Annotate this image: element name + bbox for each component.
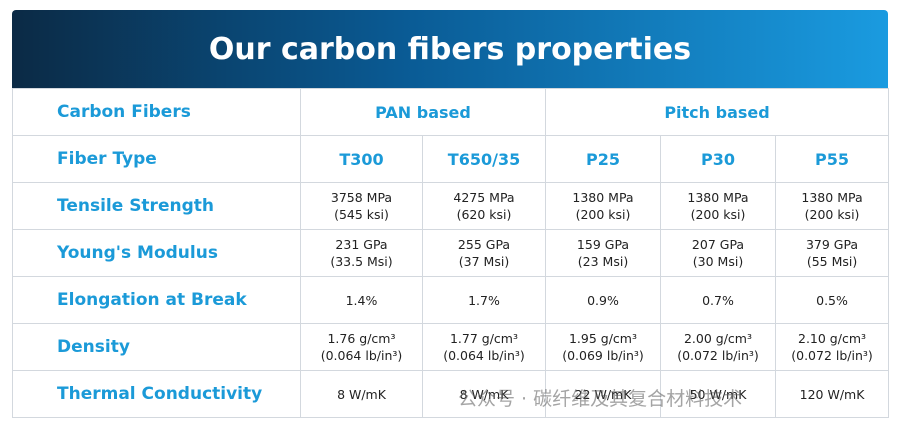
row-label: Young's Modulus [12,229,301,277]
cell-line: (0.069 lb/in³) [562,348,644,363]
cell-line: 2.00 g/cm³ [683,331,752,346]
row-label: Carbon Fibers [12,88,301,136]
row-label: Density [12,323,301,371]
table-cell: T300 [300,135,423,183]
cell-line: 231 GPa [335,237,388,252]
cell-line: 1.95 g/cm³ [568,331,637,346]
table-cell: 1380 MPa (200 ksi) [545,182,661,230]
cell-line: 1380 MPa [687,190,749,205]
table-cell: 8 W/mK [300,370,423,418]
cell-line: (23 Msi) [577,254,629,269]
properties-table: Carbon Fibers PAN based Pitch based Fiber T… [12,88,890,418]
table-cell: 1.95 g/cm³ (0.069 lb/in³) [545,323,661,371]
cell-line: (200 ksi) [804,207,860,222]
table-cell: 8 W/mK [422,370,546,418]
cell-line: (200 ksi) [575,207,631,222]
cell-line: (620 ksi) [456,207,512,222]
table-cell: 2.10 g/cm³ (0.072 lb/in³) [774,323,890,371]
table-cell: 1.76 g/cm³ (0.064 lb/in³) [300,323,423,371]
table-cell: P55 [774,135,890,183]
table-row: Density 1.76 g/cm³ (0.064 lb/in³) 1.77 g/cm… [12,323,890,371]
table-cell: 0.5% [774,276,890,324]
cell-line: 0.5% [816,292,848,308]
table-cell: T650/35 [422,135,546,183]
table-cell: 2.00 g/cm³ (0.072 lb/in³) [660,323,776,371]
table-cell: 159 GPa (23 Msi) [545,229,661,277]
row-label: Thermal Conductivity [12,370,301,418]
table-row: Fiber Type T300 T650/35 P25 P30 P55 [12,135,890,183]
table-cell: 0.9% [545,276,661,324]
cell-line: (545 ksi) [334,207,389,222]
table-row: Thermal Conductivity 8 W/mK 8 W/mK 22 W/mK 5… [12,370,890,418]
table-cell: 3758 MPa (545 ksi) [300,182,423,230]
table-cell: 1.7% [422,276,546,324]
title-banner: Our carbon fibers properties [12,10,888,88]
table-row: Young's Modulus 231 GPa (33.5 Msi) 255 GPa (… [12,229,890,277]
cell-line: (30 Msi) [692,254,744,269]
cell-line: T300 [339,149,384,169]
table-cell: 4275 MPa (620 ksi) [422,182,546,230]
cell-line: (0.064 lb/in³) [320,348,403,363]
cell-line: (0.064 lb/in³) [443,348,525,363]
table-cell: 1.4% [300,276,423,324]
table-row: Tensile Strength 3758 MPa (545 ksi) 4275 MP… [12,182,890,230]
table-cell: 379 GPa (55 Msi) [774,229,890,277]
table-cell: 207 GPa (30 Msi) [660,229,776,277]
cell-line: P25 [586,149,620,169]
table-row: Elongation at Break 1.4% 1.7% 0.9% 0.7% 0.5% [12,276,890,324]
cell-line: 0.7% [702,292,734,308]
table-cell: P25 [545,135,661,183]
cell-line: (55 Msi) [806,254,858,269]
cell-line: 1.4% [345,292,378,308]
cell-line: (37 Msi) [458,254,510,269]
table-cell: 0.7% [660,276,776,324]
group-header: Pitch based [544,88,890,136]
cell-line: P55 [815,149,850,169]
cell-line: 1.76 g/cm³ [327,331,396,346]
cell-line: 4275 MPa [453,190,515,205]
watermark: 公众号 · 碳纤维及其复合材料技术 [458,388,743,410]
cell-line: 1380 MPa [801,190,863,205]
cell-line: 1.7% [468,292,500,308]
cell-line: (33.5 Msi) [330,254,393,269]
cell-line: 1380 MPa [572,190,634,205]
table-cell: 1380 MPa (200 ksi) [774,182,890,230]
cell-line: 120 W/mK [799,386,865,402]
table-cell: 1.77 g/cm³ (0.064 lb/in³) [422,323,546,371]
cell-line: 1.77 g/cm³ [449,331,518,346]
cell-line: 22 W/mK [574,386,632,402]
cell-line: 379 GPa [805,237,859,252]
table-cell: 22 W/mK [545,370,661,418]
cell-line: 207 GPa [691,237,745,252]
cell-line: 255 GPa [457,237,511,252]
cell-line: 8 W/mK [337,386,386,402]
row-label: Tensile Strength [12,182,301,230]
cell-line: (0.072 lb/in³) [677,348,759,363]
table-cell: P30 [660,135,776,183]
cell-line: (200 ksi) [690,207,746,222]
group-header: PAN based [300,88,546,136]
table-row: Carbon Fibers PAN based Pitch based [12,88,890,136]
table-cell: 255 GPa (37 Msi) [422,229,546,277]
cell-line: 8 W/mK [459,386,509,402]
cell-line: 2.10 g/cm³ [798,331,867,346]
cell-line: 0.9% [587,292,619,308]
row-label: Elongation at Break [12,276,301,324]
cell-line: P30 [701,149,735,169]
cell-line: 159 GPa [576,237,630,252]
row-label: Fiber Type [12,135,301,183]
cell-line: 50 W/mK [689,386,747,402]
table-cell: 120 W/mK [774,370,890,418]
cell-line: 3758 MPa [330,190,393,205]
cell-line: (0.072 lb/in³) [791,348,873,363]
table-cell: 1380 MPa (200 ksi) [660,182,776,230]
cell-line: T650/35 [447,149,521,169]
table-cell: 231 GPa (33.5 Msi) [300,229,423,277]
